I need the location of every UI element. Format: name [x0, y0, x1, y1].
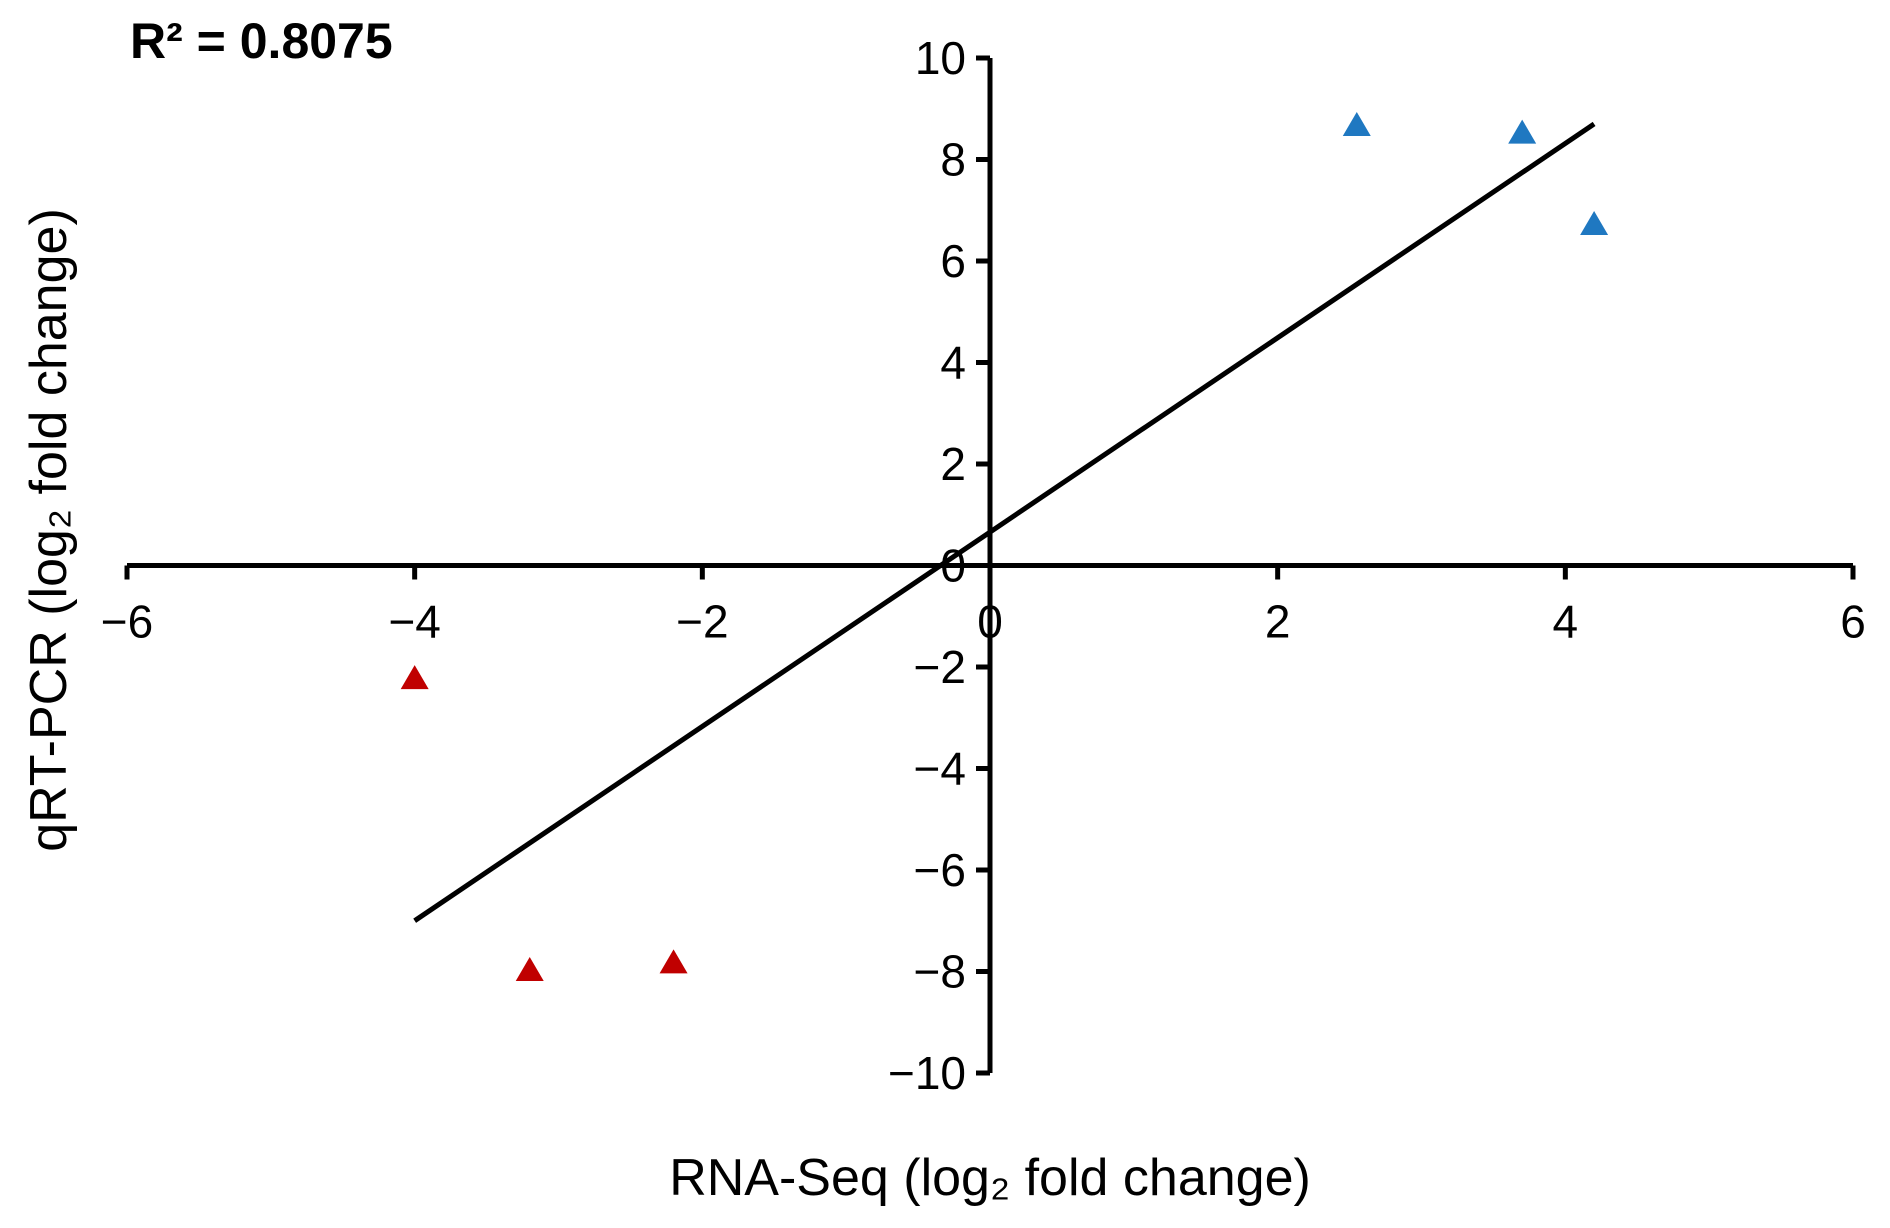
y-tick-label: −8: [914, 946, 966, 998]
x-tick-label: 6: [1840, 596, 1866, 648]
y-tick-label: 2: [940, 438, 966, 490]
data-point-triangle: [515, 956, 544, 981]
x-tick-label: 2: [1265, 596, 1291, 648]
y-tick-label: −10: [888, 1047, 966, 1099]
y-tick-label: −4: [914, 743, 966, 795]
data-point-triangle: [400, 665, 429, 690]
y-tick-label: −2: [914, 641, 966, 693]
x-tick-label: 4: [1553, 596, 1579, 648]
y-tick-label: 4: [940, 337, 966, 389]
y-axis-title: qRT-PCR (log₂ fold change): [20, 208, 78, 852]
data-point-triangle: [1580, 210, 1609, 235]
x-axis-ticks: −6 −4 −2 0 2 4 6: [101, 565, 1866, 648]
trendline: [413, 121, 1596, 923]
x-tick-label: −2: [676, 596, 728, 648]
y-tick-label: 8: [940, 134, 966, 186]
x-tick-label: −6: [101, 596, 153, 648]
data-point-triangle: [1342, 111, 1371, 136]
data-points: [400, 111, 1609, 981]
x-tick-label: 0: [977, 596, 1003, 648]
x-axis-title: RNA-Seq (log₂ fold change): [669, 1149, 1311, 1207]
y-tick-label: 10: [915, 32, 966, 84]
trendline-group: [413, 121, 1596, 923]
data-point-triangle: [1508, 119, 1537, 144]
y-tick-label: −6: [914, 844, 966, 896]
y-tick-label: 6: [940, 235, 966, 287]
data-point-triangle: [659, 949, 688, 974]
r-squared-annotation: R² = 0.8075: [130, 13, 393, 69]
x-tick-label: −4: [388, 596, 440, 648]
